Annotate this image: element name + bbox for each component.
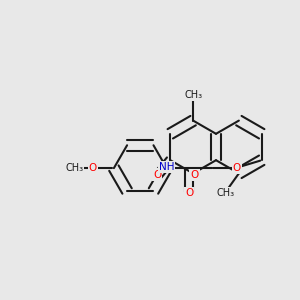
Text: O: O <box>88 163 97 172</box>
Text: CH₃: CH₃ <box>217 188 235 198</box>
Text: CH₃: CH₃ <box>184 90 202 100</box>
Text: CH₃: CH₃ <box>65 163 83 172</box>
Text: NH: NH <box>159 162 174 172</box>
Text: O: O <box>153 169 161 179</box>
Text: O: O <box>190 170 199 180</box>
Text: O: O <box>185 188 193 198</box>
Text: O: O <box>233 163 241 172</box>
